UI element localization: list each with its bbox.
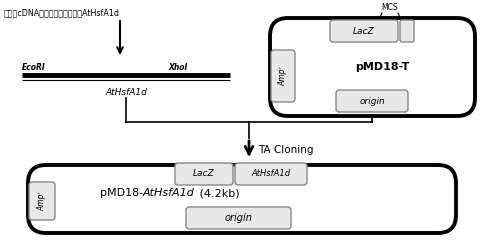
FancyBboxPatch shape (330, 20, 398, 42)
Text: origin: origin (359, 96, 385, 106)
Text: Ampʳ: Ampʳ (279, 66, 287, 86)
FancyBboxPatch shape (271, 50, 295, 102)
FancyBboxPatch shape (235, 163, 307, 185)
Text: LacZ: LacZ (193, 169, 215, 179)
Text: Ampʳ: Ampʳ (38, 191, 46, 211)
Text: LacZ: LacZ (353, 27, 375, 35)
Text: AtHsfA1d: AtHsfA1d (143, 188, 195, 198)
FancyBboxPatch shape (336, 90, 408, 112)
Text: AtHsfA1d: AtHsfA1d (105, 88, 147, 97)
Text: TA Cloning: TA Cloning (258, 145, 313, 155)
FancyBboxPatch shape (400, 20, 414, 42)
Text: MCS: MCS (382, 3, 398, 12)
FancyBboxPatch shape (186, 207, 291, 229)
Text: XhoI: XhoI (168, 63, 187, 73)
Text: EcoRI: EcoRI (22, 63, 46, 73)
FancyBboxPatch shape (270, 18, 475, 116)
FancyBboxPatch shape (28, 165, 456, 233)
Text: origin: origin (225, 213, 253, 223)
FancyBboxPatch shape (29, 182, 55, 220)
Text: 拟南芥cDNA第一条链为模板扩增AtHsfA1d: 拟南芥cDNA第一条链为模板扩增AtHsfA1d (4, 8, 120, 17)
Text: (4.2kb): (4.2kb) (196, 188, 240, 198)
Text: AtHsfA1d: AtHsfA1d (252, 169, 291, 179)
Text: pMD18-T: pMD18-T (355, 62, 410, 72)
FancyBboxPatch shape (175, 163, 233, 185)
Text: pMD18-: pMD18- (100, 188, 143, 198)
